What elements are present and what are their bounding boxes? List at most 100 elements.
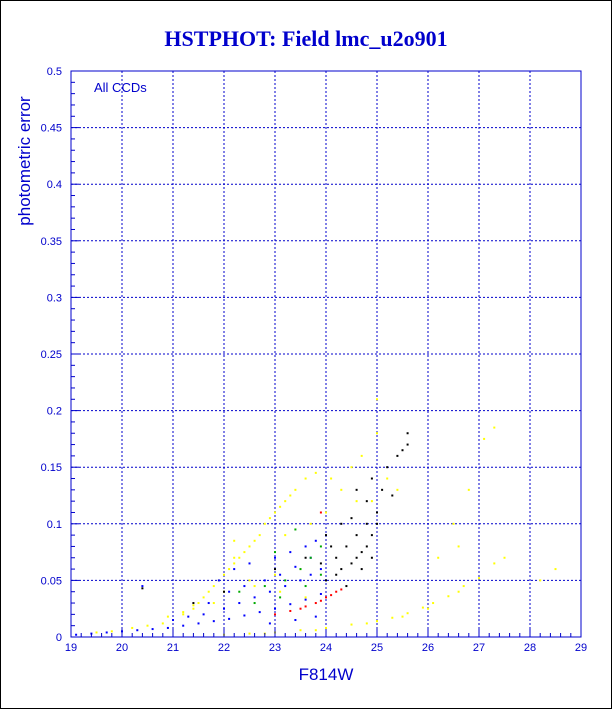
data-point: [365, 522, 368, 525]
data-point: [304, 585, 307, 588]
data-point: [279, 573, 282, 576]
data-point: [365, 545, 368, 548]
data-point: [212, 585, 215, 588]
data-point: [406, 443, 409, 446]
data-point: [202, 613, 205, 616]
data-point: [197, 602, 200, 605]
data-point: [207, 602, 210, 605]
data-point: [223, 590, 225, 593]
data-point: [279, 505, 282, 508]
x-tick-label: 22: [218, 642, 230, 654]
data-point: [299, 579, 302, 582]
data-point: [274, 568, 276, 571]
data-point: [289, 609, 292, 612]
data-point: [299, 629, 302, 632]
data-point: [202, 596, 205, 599]
data-point: [207, 590, 210, 593]
data-point: [345, 545, 348, 548]
x-tick-label: 26: [422, 642, 434, 654]
data-point: [335, 556, 338, 559]
data-point: [294, 488, 297, 491]
data-point: [105, 631, 108, 634]
data-point: [376, 620, 378, 623]
data-point: [274, 556, 276, 559]
data-point: [253, 596, 256, 599]
data-point: [539, 579, 542, 582]
x-tick-label: 24: [320, 642, 332, 654]
data-point: [376, 511, 378, 514]
data-point: [319, 562, 322, 565]
data-point: [233, 556, 236, 559]
data-point: [228, 617, 231, 620]
data-point: [238, 590, 241, 593]
data-point: [304, 545, 307, 548]
x-tick-label: 25: [371, 642, 383, 654]
annotation-all-ccds: All CCDs: [94, 80, 147, 95]
data-point: [253, 602, 256, 605]
data-point: [335, 590, 338, 593]
data-point: [268, 622, 271, 625]
data-point: [376, 432, 378, 435]
data-point: [274, 613, 276, 616]
chart-title: HSTPHOT: Field lmc_u2o901: [164, 26, 448, 51]
data-point: [325, 511, 327, 514]
data-point: [243, 585, 246, 588]
data-point: [462, 585, 465, 588]
data-point: [554, 568, 557, 571]
data-point: [370, 500, 373, 503]
data-point: [309, 573, 312, 576]
data-point: [319, 545, 322, 548]
data-point: [279, 596, 282, 599]
data-point: [289, 603, 292, 606]
data-point: [340, 488, 343, 491]
data-point: [355, 534, 358, 537]
data-point: [391, 494, 394, 497]
data-point: [325, 579, 327, 582]
data-point: [314, 615, 317, 618]
data-point: [314, 539, 317, 542]
data-point: [284, 500, 287, 503]
x-tick-label: 21: [167, 642, 179, 654]
data-point: [478, 577, 480, 580]
data-point: [274, 573, 276, 576]
axis-ticks: [70, 70, 582, 638]
data-point: [330, 545, 333, 548]
y-tick-label: 0.2: [47, 406, 62, 418]
data-point: [263, 522, 266, 525]
data-point: [340, 588, 343, 591]
y-tick-label: 0.45: [41, 123, 62, 135]
data-point: [401, 615, 404, 618]
data-point: [447, 595, 450, 598]
data-point: [228, 568, 231, 571]
y-tick-label: 0.4: [47, 179, 62, 191]
data-point: [166, 615, 169, 618]
data-point: [182, 611, 185, 614]
data-point: [238, 602, 241, 605]
data-point: [335, 573, 338, 576]
data-point: [274, 607, 276, 610]
data-point: [370, 477, 373, 480]
data-point: [319, 592, 322, 595]
data-point: [258, 611, 261, 614]
y-tick-label: 0: [56, 632, 62, 644]
data-point: [146, 624, 149, 627]
data-point: [365, 622, 368, 625]
data-point: [493, 562, 496, 565]
data-point: [396, 488, 399, 491]
y-tick-label: 0.05: [41, 575, 62, 587]
data-point: [314, 629, 317, 632]
data-point: [192, 602, 195, 605]
data-point: [350, 562, 353, 565]
data-point: [151, 628, 154, 631]
data-point: [503, 556, 506, 559]
data-point: [355, 556, 358, 559]
data-point: [274, 511, 276, 514]
data-points: [75, 398, 557, 636]
data-point: [253, 539, 256, 542]
data-point: [223, 573, 225, 576]
data-point: [289, 551, 292, 554]
data-point: [427, 607, 429, 610]
data-point: [268, 517, 271, 520]
data-point: [192, 604, 195, 607]
data-point: [340, 568, 343, 571]
